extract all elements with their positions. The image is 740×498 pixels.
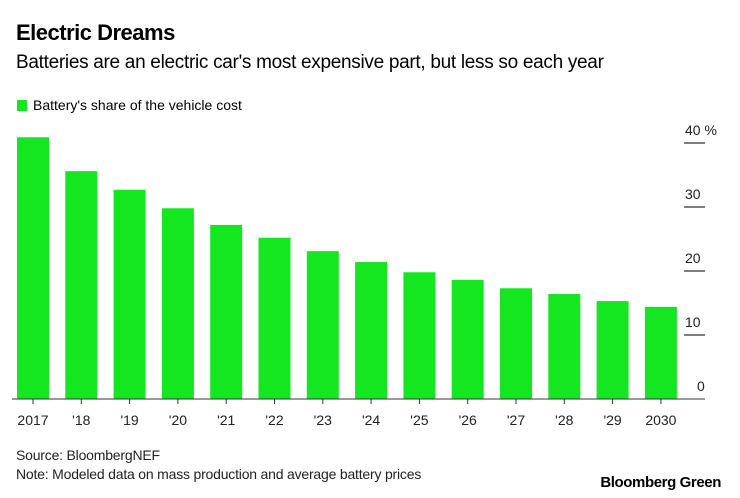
x-tick-label: '20 (169, 412, 187, 428)
chart-subtitle: Batteries are an electric car's most exp… (16, 52, 604, 73)
bar (17, 137, 49, 400)
legend: Battery's share of the vehicle cost (17, 97, 242, 113)
y-tick-label: 30 (685, 186, 701, 202)
y-tick-label: 20 (685, 250, 701, 266)
bar (210, 224, 243, 399)
note-text: Note: Modeled data on mass production an… (16, 466, 422, 482)
bar (161, 208, 194, 399)
legend-label: Battery's share of the vehicle cost (33, 97, 242, 113)
y-tick-label: 40 % (685, 122, 717, 138)
bar (500, 288, 532, 399)
x-tick-label: '21 (217, 412, 235, 428)
x-tick-label: '24 (362, 412, 380, 428)
bar-chart: 2017 '18 '19 '20 '21 '22 '23 '24 '25 '26 '27 '28 '29… (12, 122, 717, 428)
x-tick-label: '28 (555, 412, 573, 428)
x-tick-label: 2030 (645, 412, 676, 428)
bar (644, 306, 677, 399)
x-tick-label: '26 (459, 412, 477, 428)
bar (355, 262, 388, 399)
x-tick-label: '27 (507, 412, 525, 428)
source-text: Source: BloombergNEF (16, 447, 160, 463)
y-tick-label: 10 (685, 314, 701, 330)
bar (403, 272, 436, 399)
bar (258, 237, 291, 399)
brand-logo: Bloomberg Green (600, 474, 721, 491)
bar (548, 294, 581, 399)
legend-swatch (17, 99, 27, 111)
x-tick-label: '22 (265, 412, 283, 428)
x-tick-label: '18 (72, 412, 90, 428)
x-tick-label: '25 (410, 412, 428, 428)
y-tick-label: 0 (697, 378, 705, 394)
bar (596, 301, 629, 399)
footer-notes: Source: BloombergNEF Note: Modeled data … (16, 446, 421, 484)
bar (306, 251, 339, 399)
x-tick-label: '29 (603, 412, 621, 428)
bar (451, 279, 484, 399)
x-tick-label: 2017 (17, 412, 48, 428)
x-tick-label: '19 (120, 412, 138, 428)
x-tick-label: '23 (314, 412, 332, 428)
bar (65, 171, 98, 399)
chart-title: Electric Dreams (16, 20, 175, 45)
bar (113, 189, 146, 399)
